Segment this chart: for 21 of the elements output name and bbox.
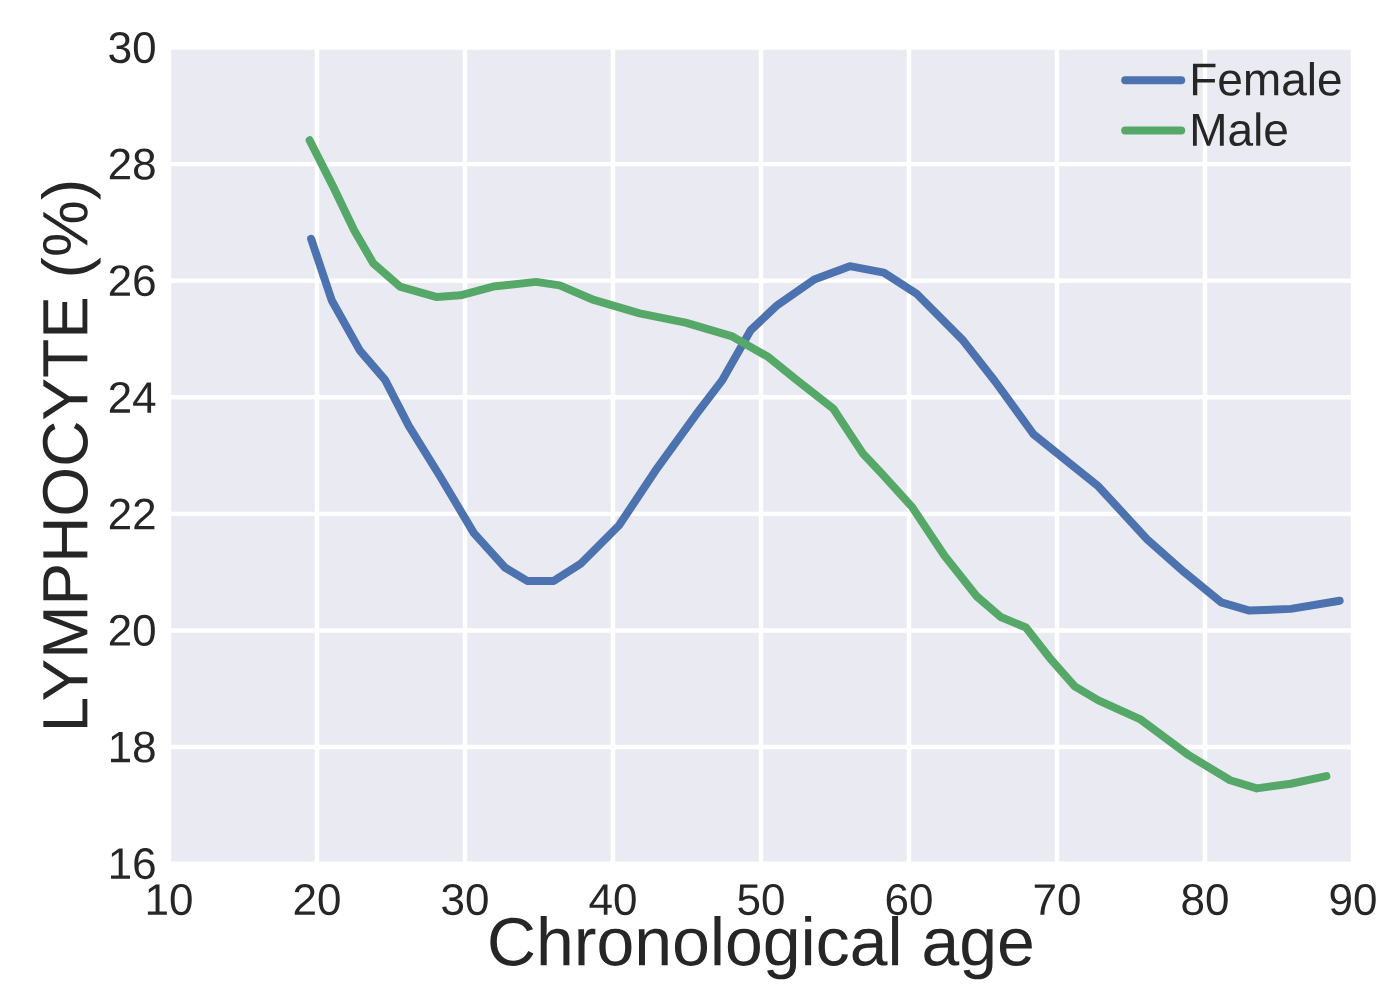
legend-label: Male: [1192, 112, 1287, 147]
y-tick-label: 18: [111, 731, 155, 763]
x-tick-label: 40: [589, 883, 636, 916]
y-tick-label: 28: [109, 148, 155, 180]
x-tick-label: 80: [1182, 883, 1228, 916]
x-tick-label: 60: [886, 883, 932, 916]
x-tick-label: 10: [147, 883, 192, 916]
y-tick-label: 26: [109, 265, 155, 297]
y-tick-label: 16: [111, 847, 155, 880]
x-tick-label: 30: [442, 883, 488, 916]
x-tick-label: 50: [738, 883, 784, 916]
y-axis-title: LYMPHOCYTE (%): [40, 182, 101, 728]
x-tick-label: 90: [1330, 883, 1376, 916]
y-tick-label: 20: [109, 614, 155, 647]
x-axis-title: Chronological age: [490, 915, 1032, 980]
x-tick-label: 70: [1034, 883, 1080, 916]
y-tick-label: 30: [109, 31, 155, 64]
x-tick-label: 20: [294, 883, 340, 916]
legend-label: Female: [1192, 61, 1341, 96]
y-tick-label: 24: [109, 381, 156, 413]
y-tick-label: 22: [109, 498, 155, 530]
